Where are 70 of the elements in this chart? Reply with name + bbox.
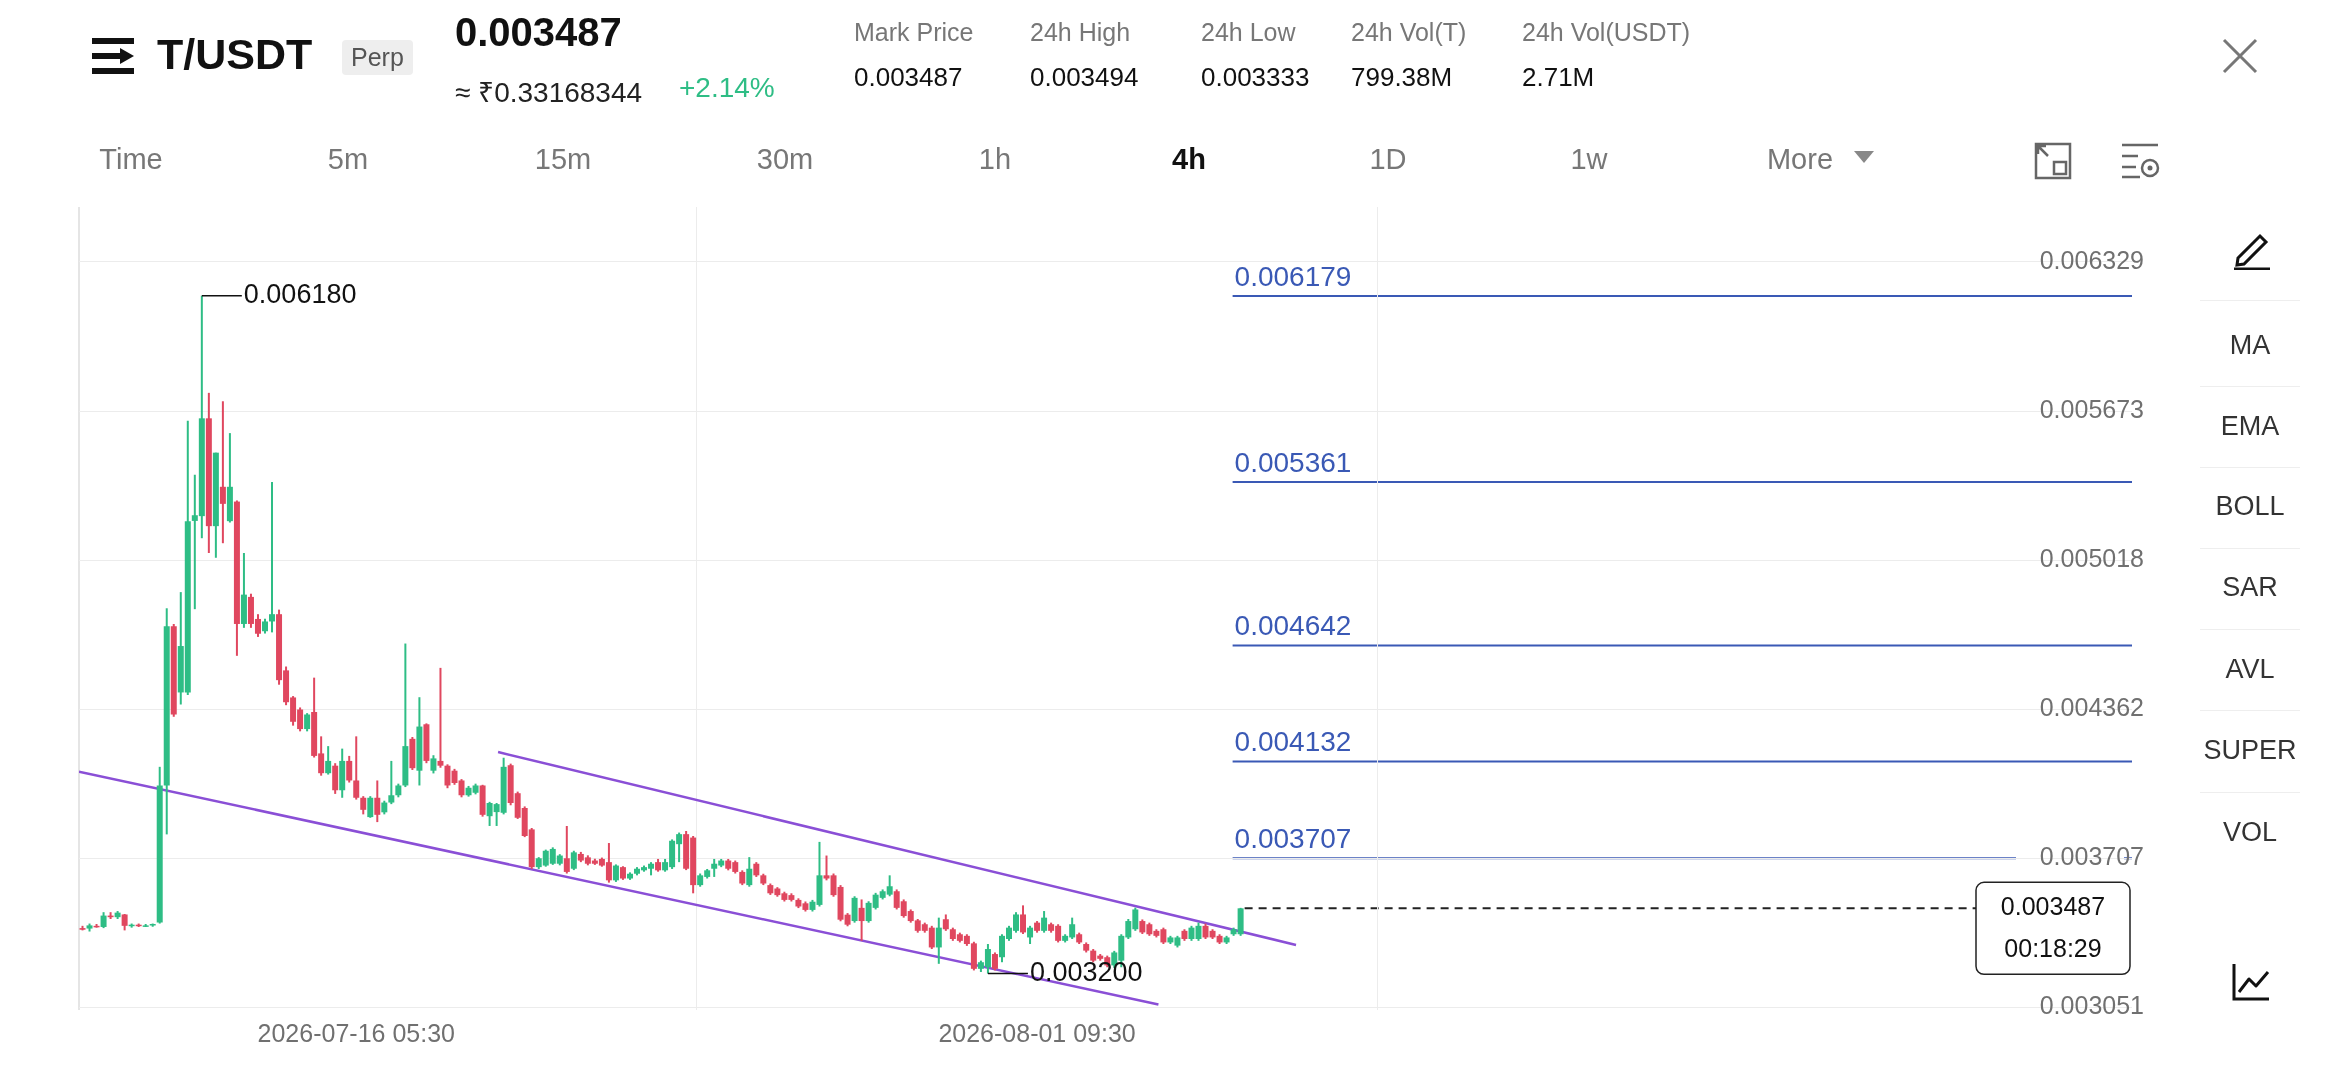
- candlestick: [388, 759, 395, 806]
- candlestick: [346, 754, 353, 784]
- candlestick: [858, 898, 865, 942]
- text: 24h Vol(T): [1351, 18, 1467, 47]
- ref-line-label: 0.004642: [1234, 610, 1352, 642]
- text: 15m: [534, 143, 592, 176]
- text: More: [1766, 143, 1834, 176]
- candlestick: [570, 849, 577, 872]
- text: 24h High: [1030, 18, 1131, 47]
- candlestick: [1041, 910, 1048, 934]
- candlestick: [935, 916, 942, 965]
- candlestick: [374, 779, 381, 824]
- text: 30m: [756, 143, 814, 176]
- candlestick: [325, 745, 332, 776]
- text: ≈ ₹0.33168344: [455, 76, 643, 110]
- y-tick-label: 0.003707: [2039, 842, 2144, 871]
- candlestick: [360, 795, 367, 816]
- text: 24h Vol(USDT): [1522, 18, 1691, 47]
- text: 1h: [978, 143, 1012, 176]
- text: +2.14%: [679, 72, 775, 104]
- text: 1D: [1369, 143, 1407, 176]
- candlestick: [563, 824, 570, 875]
- text: 0.003333: [1201, 62, 1310, 93]
- text: Mark Price: [854, 18, 974, 47]
- chart-title: T/USDT: [157, 30, 313, 79]
- candlestick: [851, 895, 858, 924]
- text: 24h Low: [1201, 18, 1296, 47]
- candlestick: [444, 763, 451, 790]
- text: SAR: [2222, 572, 2278, 603]
- y-tick-label: 0.004362: [2039, 693, 2144, 722]
- text: 5m: [327, 143, 369, 176]
- text: 799.38M: [1351, 62, 1453, 93]
- ref-line-label: 0.003707: [1234, 822, 1352, 854]
- x-tick-label: 2026-07-16 05:30: [257, 1018, 455, 1047]
- ref-line-label: 0.005361: [1234, 446, 1352, 478]
- candlestick: [1020, 904, 1027, 936]
- annotation: 0.003200: [1029, 957, 1143, 988]
- text: Perp: [342, 40, 413, 75]
- y-tick-label: 0.006329: [2039, 245, 2144, 274]
- annotation: 0.006180: [243, 279, 357, 310]
- candlestick: [219, 400, 226, 545]
- candlestick: [353, 735, 360, 801]
- candlestick: [437, 666, 444, 769]
- y-tick-label: 0.003051: [2039, 991, 2144, 1020]
- candlestick: [304, 712, 311, 733]
- ref-line-label: 0.004132: [1234, 726, 1352, 758]
- text: 0.003487: [455, 10, 622, 55]
- text: 1w: [1570, 143, 1608, 176]
- candlestick: [746, 856, 753, 888]
- text: SUPER: [2203, 735, 2297, 766]
- text: 0.003494: [1030, 62, 1139, 93]
- text: MA: [2229, 330, 2271, 361]
- text: EMA: [2220, 411, 2280, 442]
- candlestick: [269, 481, 276, 634]
- text: BOLL: [2215, 491, 2285, 522]
- candlestick: [430, 754, 437, 775]
- candlestick: [1027, 924, 1034, 946]
- text: VOL: [2222, 817, 2278, 848]
- candlestick: [367, 795, 374, 819]
- chart-subtitle: 0.003487: [854, 62, 963, 93]
- ref-line-label: 0.003487: [2000, 892, 2106, 921]
- text: AVL: [2225, 654, 2275, 685]
- y-tick-label: 0.005673: [2039, 394, 2144, 423]
- y-tick-label: 0.005018: [2039, 543, 2144, 572]
- text: 4h: [1172, 143, 1206, 176]
- text: Time: [99, 143, 163, 176]
- annotation: 00:18:29: [2004, 934, 2102, 963]
- text: 2.71M: [1522, 62, 1595, 93]
- ref-line-label: 0.006179: [1234, 260, 1352, 292]
- x-tick-label: 2026-08-01 09:30: [938, 1018, 1136, 1047]
